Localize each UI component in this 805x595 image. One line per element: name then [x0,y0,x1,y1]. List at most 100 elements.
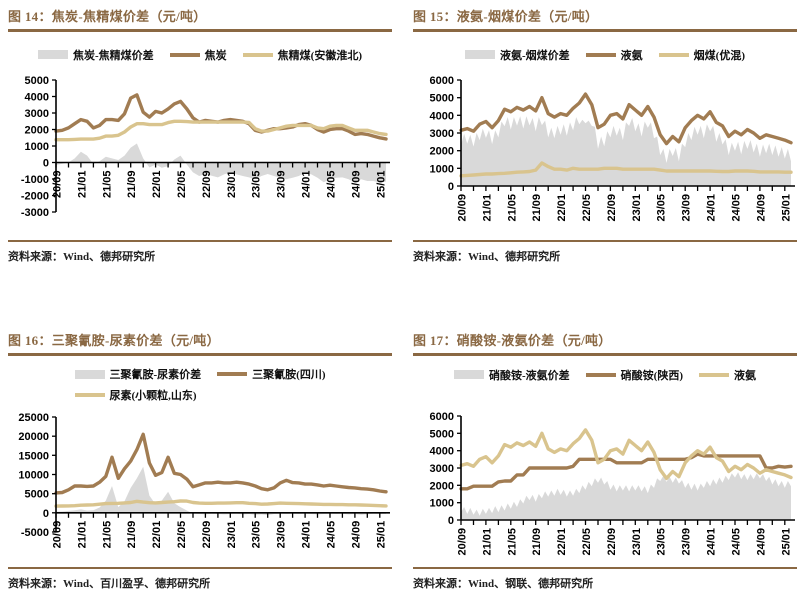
line-swatch-icon [585,52,616,57]
figure-17-source: 资料来源：Wind、钢联、德邦研究所 [413,578,594,590]
svg-text:21/05: 21/05 [101,171,113,199]
svg-text:24/05: 24/05 [731,194,743,222]
svg-text:6000: 6000 [430,411,454,423]
svg-text:22/09: 22/09 [606,528,618,556]
svg-text:23/05: 23/05 [251,171,263,199]
svg-text:21/01: 21/01 [481,528,493,556]
svg-text:0: 0 [43,508,49,520]
svg-text:-3000: -3000 [21,207,49,219]
legend-item: 焦炭-焦精煤价差 [38,47,154,63]
figure-14-label: 图 14： [8,9,52,24]
figure-17-title-text: 硝酸铵-液氨价差（元/吨） [456,333,612,348]
svg-text:20/09: 20/09 [52,521,64,549]
svg-text:23/01: 23/01 [226,171,238,199]
legend-item: 尿素(小颗粒,山东) [74,387,197,403]
figure-17-panel: 图 17：硝酸铵-液氨价差（元/吨） 硝酸铵-液氨价差 硝酸铵(陕西) 液氨 0… [413,330,797,595]
svg-text:2000: 2000 [430,480,454,492]
svg-text:4000: 4000 [25,92,49,104]
legend-label: 液氨-烟煤价差 [500,49,570,62]
legend-item: 三聚氰胺(四川) [217,366,326,382]
svg-text:24/09: 24/09 [755,528,767,556]
legend-item: 三聚氰胺-尿素价差 [74,366,201,382]
legend-label: 焦精煤(安徽淮北) [277,49,362,62]
svg-text:21/05: 21/05 [506,528,518,556]
figure-15-footer: 资料来源：Wind、德邦研究所 [413,240,797,264]
line-swatch-icon [217,372,248,376]
figure-16-title: 图 16：三聚氰胺-尿素价差（元/吨） [8,330,392,349]
svg-text:4000: 4000 [430,110,454,122]
svg-text:-1000: -1000 [21,174,49,186]
svg-text:25/01: 25/01 [375,521,387,549]
line-swatch-icon [169,52,200,57]
svg-text:22/05: 22/05 [581,528,593,556]
figure-15-chart: 0 1000 2000 3000 4000 5000 6000 20/09 21/01 21/05… [430,75,795,222]
legend-label: 液氨 [620,49,643,62]
legend-label: 尿素(小颗粒,山东) [109,390,197,402]
figure-16-source: 资料来源：Wind、百川盈孚、德邦研究所 [8,578,211,590]
legend-label: 硝酸铵(陕西) [620,369,683,382]
svg-text:23/01: 23/01 [631,194,643,222]
source-divider [8,240,392,242]
line-swatch-icon [585,372,616,377]
figure-16-panel: 图 16：三聚氰胺-尿素价差（元/吨） 三聚氰胺-尿素价差 三聚氰胺(四川) 尿… [8,330,392,595]
svg-text:3000: 3000 [430,128,454,140]
figure-16-legend: 三聚氰胺-尿素价差 三聚氰胺(四川) 尿素(小颗粒,山东) [8,366,392,403]
svg-text:21/01: 21/01 [481,194,493,222]
figure-17-chart: 0 1000 2000 3000 4000 5000 6000 20/09 21/01 21/05… [430,411,795,556]
svg-text:0: 0 [448,515,454,527]
legend-label: 焦炭 [204,49,227,62]
figure-14-panel: 图 14：焦炭-焦精煤价差（元/吨） 焦炭-焦精煤价差 焦炭 焦精煤(安徽淮北)… [8,6,392,298]
legend-label: 三聚氰胺(四川) [252,369,326,381]
svg-text:24/01: 24/01 [706,528,718,556]
source-divider [413,240,797,242]
figure-17-footer: 资料来源：Wind、钢联、德邦研究所 [413,567,797,591]
svg-text:22/01: 22/01 [556,528,568,556]
legend-item: 烟煤(优混) [658,47,745,63]
title-divider [8,29,392,32]
figure-17-legend: 硝酸铵-液氨价差 硝酸铵(陕西) 液氨 [413,366,797,402]
svg-text:21/09: 21/09 [126,171,138,199]
legend-item: 液氨 [699,367,756,383]
svg-text:25/01: 25/01 [375,171,387,199]
svg-text:25000: 25000 [18,412,49,424]
svg-text:23/09: 23/09 [681,528,693,556]
area-swatch-icon [465,50,495,59]
svg-text:0: 0 [43,158,49,170]
svg-text:-5000: -5000 [21,527,49,539]
svg-text:23/09: 23/09 [276,521,288,549]
svg-text:24/05: 24/05 [326,171,338,199]
area-swatch-icon [38,50,68,59]
svg-text:22/09: 22/09 [201,521,213,549]
legend-label: 烟煤(优混) [693,49,745,62]
svg-text:23/09: 23/09 [276,171,288,199]
svg-text:21/09: 21/09 [531,194,543,222]
line-swatch-icon [658,52,689,57]
figure-15-title-text: 液氨-烟煤价差（元/吨） [456,9,599,24]
svg-text:21/01: 21/01 [76,521,88,549]
figure-14-title: 图 14：焦炭-焦精煤价差（元/吨） [8,6,392,25]
figure-15-label: 图 15： [413,9,457,24]
legend-label: 焦炭-焦精煤价差 [73,49,154,62]
figure-14-footer: 资料来源：Wind、德邦研究所 [8,240,392,264]
svg-text:6000: 6000 [430,75,454,87]
svg-text:24/01: 24/01 [301,521,313,549]
svg-text:20000: 20000 [18,431,49,443]
svg-text:24/09: 24/09 [350,171,362,199]
svg-text:21/05: 21/05 [506,194,518,222]
legend-item: 硝酸铵-液氨价差 [454,367,570,383]
svg-text:5000: 5000 [25,75,49,87]
svg-text:5000: 5000 [430,93,454,105]
figure-17-label: 图 17： [413,333,457,348]
svg-text:21/09: 21/09 [126,521,138,549]
legend-item: 液氨-烟煤价差 [465,47,570,63]
figure-14-legend: 焦炭-焦精煤价差 焦炭 焦精煤(安徽淮北) [8,46,392,66]
figure-16-chart: -5000 0 5000 10000 15000 20000 25000 20/09 21/01… [18,412,390,549]
svg-text:1000: 1000 [430,163,454,175]
area-swatch-icon [74,369,105,379]
svg-text:20/09: 20/09 [457,528,469,556]
svg-text:22/05: 22/05 [176,171,188,199]
figure-16-title-text: 三聚氰胺-尿素价差（元/吨） [51,333,220,348]
legend-item: 焦炭 [169,47,227,63]
svg-text:21/09: 21/09 [531,528,543,556]
